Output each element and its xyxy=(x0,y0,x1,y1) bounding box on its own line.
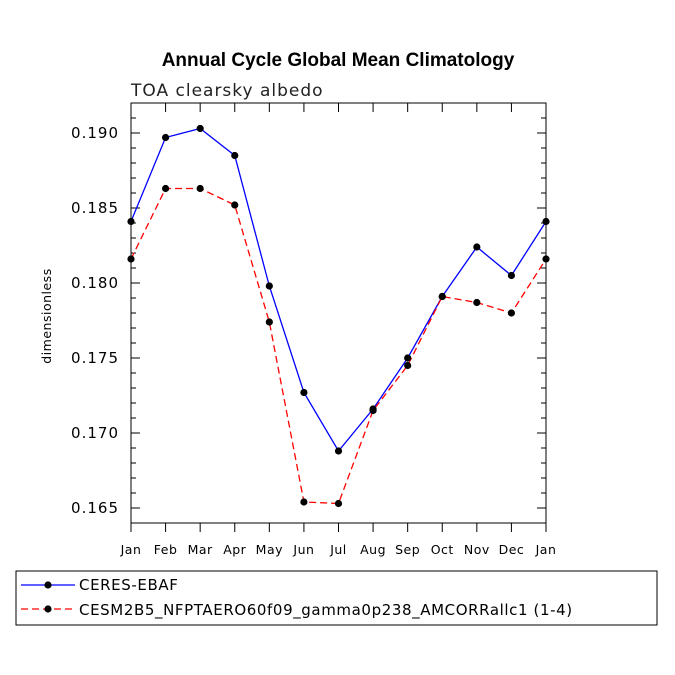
data-point-series-1 xyxy=(300,498,308,506)
data-point-series-1 xyxy=(161,184,170,193)
legend-marker-ceres xyxy=(44,581,52,589)
series-points xyxy=(127,124,550,508)
data-point-series-0 xyxy=(300,388,308,397)
x-tick-label: May xyxy=(256,542,283,557)
data-point-series-1 xyxy=(265,318,273,326)
data-point-series-0 xyxy=(196,124,204,133)
data-point-series-1 xyxy=(438,292,446,301)
series-line-1 xyxy=(130,187,547,505)
legend-label-ceres: CERES-EBAF xyxy=(79,576,178,594)
y-tick-label: 0.185 xyxy=(71,199,119,217)
legend-label-cesm: CESM2B5_NFPTAERO60f09_gamma0p238_AMCORRa… xyxy=(79,601,573,620)
y-axis-label: dimensionless xyxy=(39,268,54,363)
x-tick-label: Jan xyxy=(535,542,557,557)
legend-marker-cesm xyxy=(44,605,52,613)
x-tick-label: Oct xyxy=(431,542,454,557)
x-tick-label: Dec xyxy=(499,542,525,557)
x-tick-label: Jun xyxy=(292,542,314,557)
x-tick-label: Jan xyxy=(120,542,142,557)
x-tick-label: Apr xyxy=(223,542,246,557)
x-tick-label: Sep xyxy=(395,542,420,557)
series-line-0 xyxy=(130,127,547,453)
x-tick-label: Aug xyxy=(360,542,386,557)
legend: CERES-EBAF CESM2B5_NFPTAERO60f09_gamma0p… xyxy=(15,570,658,626)
data-point-series-1 xyxy=(334,499,343,508)
data-point-series-0 xyxy=(473,243,481,251)
series-lines xyxy=(130,127,547,505)
chart-title: Annual Cycle Global Mean Climatology xyxy=(162,50,515,71)
x-tick-labels: Jan Feb Mar Apr May Jun Jul Aug Sep Oct Nov Dec Jan xyxy=(120,542,557,557)
data-point-series-0 xyxy=(334,447,343,455)
data-point-series-0 xyxy=(507,271,516,280)
axis-ticks xyxy=(130,102,547,532)
x-tick-label: Mar xyxy=(188,542,213,557)
x-tick-label: Feb xyxy=(154,542,178,557)
data-point-series-1 xyxy=(231,201,239,209)
data-point-series-0 xyxy=(265,282,273,290)
plot-frame xyxy=(130,102,547,524)
data-point-series-1 xyxy=(404,361,412,370)
legend-box xyxy=(15,570,658,626)
data-point-series-0 xyxy=(231,151,239,160)
data-point-series-1 xyxy=(473,298,481,307)
data-point-series-1 xyxy=(369,406,377,415)
y-tick-label: 0.165 xyxy=(71,499,119,517)
y-tick-label: 0.170 xyxy=(71,424,119,442)
data-point-series-0 xyxy=(161,133,170,142)
chart-subtitle: TOA clearsky albedo xyxy=(130,81,324,101)
x-tick-label: Jul xyxy=(329,542,347,557)
data-point-series-1 xyxy=(196,184,204,193)
x-tick-label: Nov xyxy=(464,542,490,557)
data-point-series-1 xyxy=(507,309,516,317)
y-tick-label: 0.175 xyxy=(71,349,119,367)
y-tick-label: 0.180 xyxy=(71,274,119,292)
y-tick-label: 0.190 xyxy=(71,124,119,142)
data-point-series-0 xyxy=(404,354,412,362)
y-tick-labels: 0.165 0.170 0.175 0.180 0.185 0.190 xyxy=(71,124,119,517)
